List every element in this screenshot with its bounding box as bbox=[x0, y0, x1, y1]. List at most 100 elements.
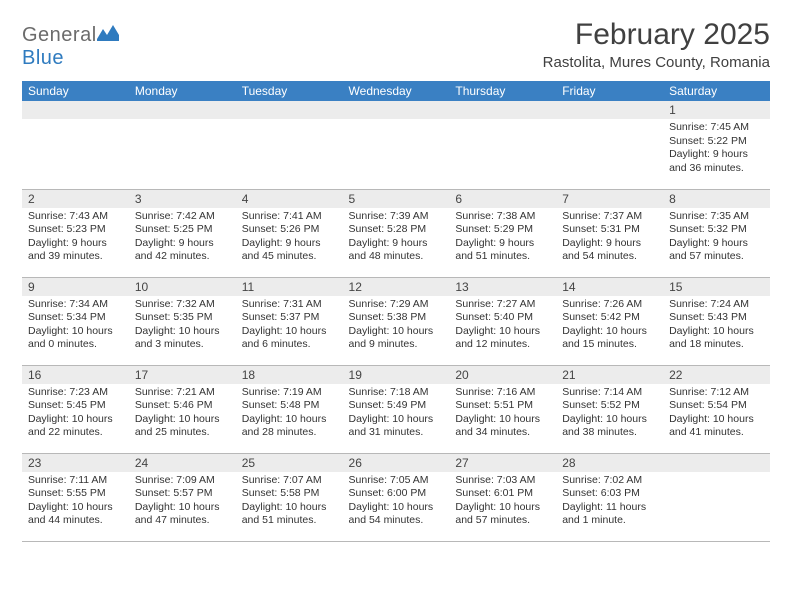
day-number: 10 bbox=[129, 278, 236, 296]
day-number: 13 bbox=[449, 278, 556, 296]
calendar-cell: 3Sunrise: 7:42 AM Sunset: 5:25 PM Daylig… bbox=[129, 189, 236, 277]
day-details bbox=[663, 472, 770, 480]
day-header: Sunday bbox=[22, 81, 129, 101]
calendar-cell: 23Sunrise: 7:11 AM Sunset: 5:55 PM Dayli… bbox=[22, 453, 129, 541]
day-details: Sunrise: 7:18 AM Sunset: 5:49 PM Dayligh… bbox=[343, 384, 450, 447]
day-details: Sunrise: 7:23 AM Sunset: 5:45 PM Dayligh… bbox=[22, 384, 129, 447]
day-details: Sunrise: 7:05 AM Sunset: 6:00 PM Dayligh… bbox=[343, 472, 450, 535]
day-number bbox=[556, 101, 663, 119]
calendar-cell bbox=[236, 101, 343, 189]
calendar-cell: 8Sunrise: 7:35 AM Sunset: 5:32 PM Daylig… bbox=[663, 189, 770, 277]
calendar-cell: 25Sunrise: 7:07 AM Sunset: 5:58 PM Dayli… bbox=[236, 453, 343, 541]
day-number: 8 bbox=[663, 190, 770, 208]
calendar-cell: 26Sunrise: 7:05 AM Sunset: 6:00 PM Dayli… bbox=[343, 453, 450, 541]
day-details bbox=[129, 119, 236, 127]
day-details: Sunrise: 7:02 AM Sunset: 6:03 PM Dayligh… bbox=[556, 472, 663, 535]
day-header: Tuesday bbox=[236, 81, 343, 101]
calendar-cell: 22Sunrise: 7:12 AM Sunset: 5:54 PM Dayli… bbox=[663, 365, 770, 453]
calendar-cell: 20Sunrise: 7:16 AM Sunset: 5:51 PM Dayli… bbox=[449, 365, 556, 453]
day-number: 26 bbox=[343, 454, 450, 472]
brand-text: GeneralBlue bbox=[22, 24, 119, 70]
day-details: Sunrise: 7:03 AM Sunset: 6:01 PM Dayligh… bbox=[449, 472, 556, 535]
day-number: 7 bbox=[556, 190, 663, 208]
calendar-cell: 6Sunrise: 7:38 AM Sunset: 5:29 PM Daylig… bbox=[449, 189, 556, 277]
day-number: 22 bbox=[663, 366, 770, 384]
day-number: 20 bbox=[449, 366, 556, 384]
day-details: Sunrise: 7:16 AM Sunset: 5:51 PM Dayligh… bbox=[449, 384, 556, 447]
day-details: Sunrise: 7:07 AM Sunset: 5:58 PM Dayligh… bbox=[236, 472, 343, 535]
calendar-cell: 1Sunrise: 7:45 AM Sunset: 5:22 PM Daylig… bbox=[663, 101, 770, 189]
calendar-cell: 11Sunrise: 7:31 AM Sunset: 5:37 PM Dayli… bbox=[236, 277, 343, 365]
day-number: 15 bbox=[663, 278, 770, 296]
calendar-cell: 28Sunrise: 7:02 AM Sunset: 6:03 PM Dayli… bbox=[556, 453, 663, 541]
day-details bbox=[556, 119, 663, 127]
day-number: 27 bbox=[449, 454, 556, 472]
day-header: Wednesday bbox=[343, 81, 450, 101]
calendar-cell: 21Sunrise: 7:14 AM Sunset: 5:52 PM Dayli… bbox=[556, 365, 663, 453]
day-number: 3 bbox=[129, 190, 236, 208]
day-number: 21 bbox=[556, 366, 663, 384]
day-header: Saturday bbox=[663, 81, 770, 101]
day-details: Sunrise: 7:09 AM Sunset: 5:57 PM Dayligh… bbox=[129, 472, 236, 535]
calendar-cell: 7Sunrise: 7:37 AM Sunset: 5:31 PM Daylig… bbox=[556, 189, 663, 277]
calendar-row: 23Sunrise: 7:11 AM Sunset: 5:55 PM Dayli… bbox=[22, 453, 770, 541]
day-details: Sunrise: 7:21 AM Sunset: 5:46 PM Dayligh… bbox=[129, 384, 236, 447]
day-header: Thursday bbox=[449, 81, 556, 101]
calendar-cell: 24Sunrise: 7:09 AM Sunset: 5:57 PM Dayli… bbox=[129, 453, 236, 541]
day-number: 12 bbox=[343, 278, 450, 296]
day-number: 24 bbox=[129, 454, 236, 472]
month-title: February 2025 bbox=[543, 18, 770, 52]
calendar-cell: 10Sunrise: 7:32 AM Sunset: 5:35 PM Dayli… bbox=[129, 277, 236, 365]
calendar-cell: 16Sunrise: 7:23 AM Sunset: 5:45 PM Dayli… bbox=[22, 365, 129, 453]
calendar-cell: 5Sunrise: 7:39 AM Sunset: 5:28 PM Daylig… bbox=[343, 189, 450, 277]
day-details: Sunrise: 7:35 AM Sunset: 5:32 PM Dayligh… bbox=[663, 208, 770, 271]
day-details: Sunrise: 7:41 AM Sunset: 5:26 PM Dayligh… bbox=[236, 208, 343, 271]
day-details: Sunrise: 7:12 AM Sunset: 5:54 PM Dayligh… bbox=[663, 384, 770, 447]
day-number: 19 bbox=[343, 366, 450, 384]
calendar-cell: 17Sunrise: 7:21 AM Sunset: 5:46 PM Dayli… bbox=[129, 365, 236, 453]
header: GeneralBlue February 2025 Rastolita, Mur… bbox=[22, 18, 770, 71]
day-details: Sunrise: 7:38 AM Sunset: 5:29 PM Dayligh… bbox=[449, 208, 556, 271]
day-details: Sunrise: 7:27 AM Sunset: 5:40 PM Dayligh… bbox=[449, 296, 556, 359]
day-details bbox=[343, 119, 450, 127]
day-number: 11 bbox=[236, 278, 343, 296]
title-block: February 2025 Rastolita, Mures County, R… bbox=[543, 18, 770, 71]
day-number bbox=[236, 101, 343, 119]
day-number: 4 bbox=[236, 190, 343, 208]
day-details: Sunrise: 7:29 AM Sunset: 5:38 PM Dayligh… bbox=[343, 296, 450, 359]
day-number: 5 bbox=[343, 190, 450, 208]
day-details: Sunrise: 7:39 AM Sunset: 5:28 PM Dayligh… bbox=[343, 208, 450, 271]
calendar-cell: 27Sunrise: 7:03 AM Sunset: 6:01 PM Dayli… bbox=[449, 453, 556, 541]
day-number bbox=[449, 101, 556, 119]
calendar-cell bbox=[556, 101, 663, 189]
calendar-row: 1Sunrise: 7:45 AM Sunset: 5:22 PM Daylig… bbox=[22, 101, 770, 189]
calendar-table: SundayMondayTuesdayWednesdayThursdayFrid… bbox=[22, 81, 770, 542]
flag-icon bbox=[97, 25, 119, 41]
calendar-row: 16Sunrise: 7:23 AM Sunset: 5:45 PM Dayli… bbox=[22, 365, 770, 453]
calendar-row: 2Sunrise: 7:43 AM Sunset: 5:23 PM Daylig… bbox=[22, 189, 770, 277]
day-details: Sunrise: 7:31 AM Sunset: 5:37 PM Dayligh… bbox=[236, 296, 343, 359]
calendar-body: 1Sunrise: 7:45 AM Sunset: 5:22 PM Daylig… bbox=[22, 101, 770, 541]
day-number: 6 bbox=[449, 190, 556, 208]
brand-word1: General bbox=[22, 24, 97, 46]
calendar-cell bbox=[22, 101, 129, 189]
day-number: 2 bbox=[22, 190, 129, 208]
day-header-row: SundayMondayTuesdayWednesdayThursdayFrid… bbox=[22, 81, 770, 101]
day-number: 16 bbox=[22, 366, 129, 384]
day-details bbox=[449, 119, 556, 127]
day-number bbox=[663, 454, 770, 472]
day-details: Sunrise: 7:45 AM Sunset: 5:22 PM Dayligh… bbox=[663, 119, 770, 182]
day-number bbox=[22, 101, 129, 119]
day-details: Sunrise: 7:14 AM Sunset: 5:52 PM Dayligh… bbox=[556, 384, 663, 447]
calendar-row: 9Sunrise: 7:34 AM Sunset: 5:34 PM Daylig… bbox=[22, 277, 770, 365]
day-details: Sunrise: 7:42 AM Sunset: 5:25 PM Dayligh… bbox=[129, 208, 236, 271]
day-details: Sunrise: 7:37 AM Sunset: 5:31 PM Dayligh… bbox=[556, 208, 663, 271]
location-text: Rastolita, Mures County, Romania bbox=[543, 54, 770, 71]
day-details bbox=[22, 119, 129, 127]
day-number: 9 bbox=[22, 278, 129, 296]
calendar-cell: 14Sunrise: 7:26 AM Sunset: 5:42 PM Dayli… bbox=[556, 277, 663, 365]
calendar-cell bbox=[343, 101, 450, 189]
day-number: 1 bbox=[663, 101, 770, 119]
calendar-cell: 18Sunrise: 7:19 AM Sunset: 5:48 PM Dayli… bbox=[236, 365, 343, 453]
day-number: 17 bbox=[129, 366, 236, 384]
